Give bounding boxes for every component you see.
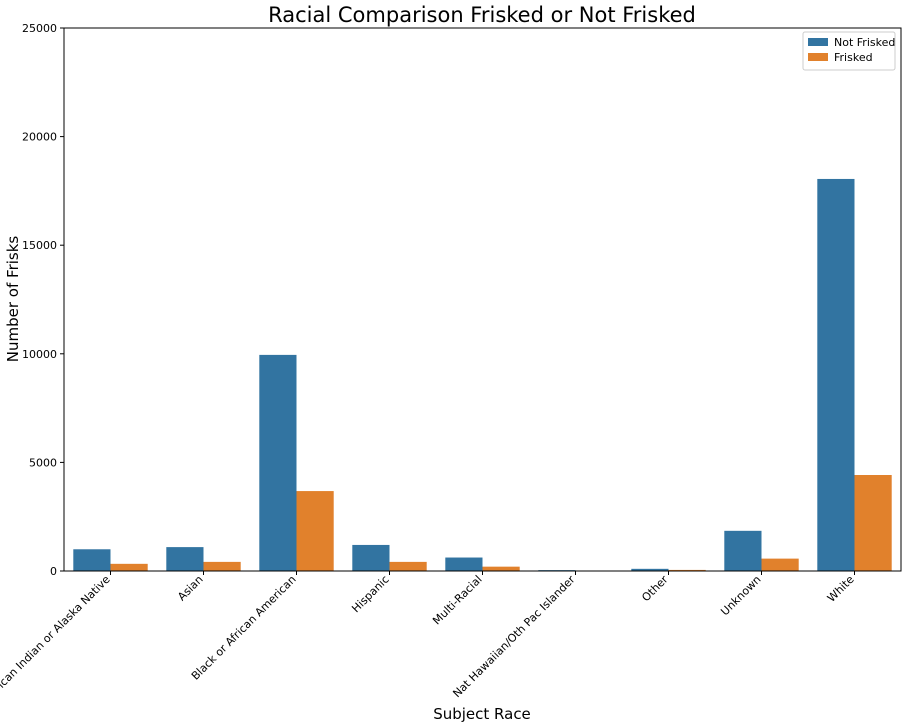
legend-swatch (808, 53, 828, 61)
bar (259, 354, 297, 571)
x-tick-label: Black or African American (189, 573, 299, 683)
bar (73, 549, 111, 571)
x-tick-label: Asian (175, 573, 205, 603)
y-tick-label: 25000 (22, 22, 57, 35)
bar (854, 475, 892, 571)
x-axis-title: Subject Race (433, 705, 531, 723)
y-tick-label: 5000 (29, 456, 57, 469)
bar (203, 561, 241, 571)
bar (110, 563, 148, 571)
bar (296, 491, 334, 571)
plot-frame (63, 27, 902, 572)
y-tick-label: 10000 (22, 348, 57, 361)
x-axis: American Indian or Alaska Native AsianBla… (0, 571, 857, 712)
y-axis: 0 5000 10000 15000 20000 25000 (22, 22, 64, 578)
plot-area (63, 27, 902, 572)
bar (482, 566, 520, 571)
x-tick-label: Other (639, 573, 671, 605)
x-tick-label: American Indian or Alaska Native (0, 573, 113, 712)
bar (631, 568, 669, 571)
legend-label: Not Frisked (834, 36, 895, 49)
y-axis-title: Number of Frisks (4, 236, 22, 363)
bar (389, 561, 427, 571)
y-tick-label: 15000 (22, 239, 57, 252)
x-tick-label: White (825, 573, 857, 605)
y-tick-label: 20000 (22, 131, 57, 144)
x-tick-label: Unknown (718, 573, 763, 618)
bar (761, 558, 799, 571)
y-tick-label: 0 (50, 565, 57, 578)
bar (724, 530, 762, 571)
bar (352, 544, 390, 571)
x-tick-label: Multi-Racial (430, 573, 484, 627)
legend-swatch (808, 38, 828, 46)
bar (166, 547, 204, 571)
legend: Not Frisked Frisked (802, 31, 896, 71)
bar (817, 178, 855, 571)
legend-label: Frisked (834, 51, 873, 64)
bar (668, 569, 706, 571)
x-tick-label: Hispanic (349, 573, 391, 615)
chart-title: Racial Comparison Frisked or Not Frisked (268, 3, 696, 27)
bar (445, 557, 483, 571)
